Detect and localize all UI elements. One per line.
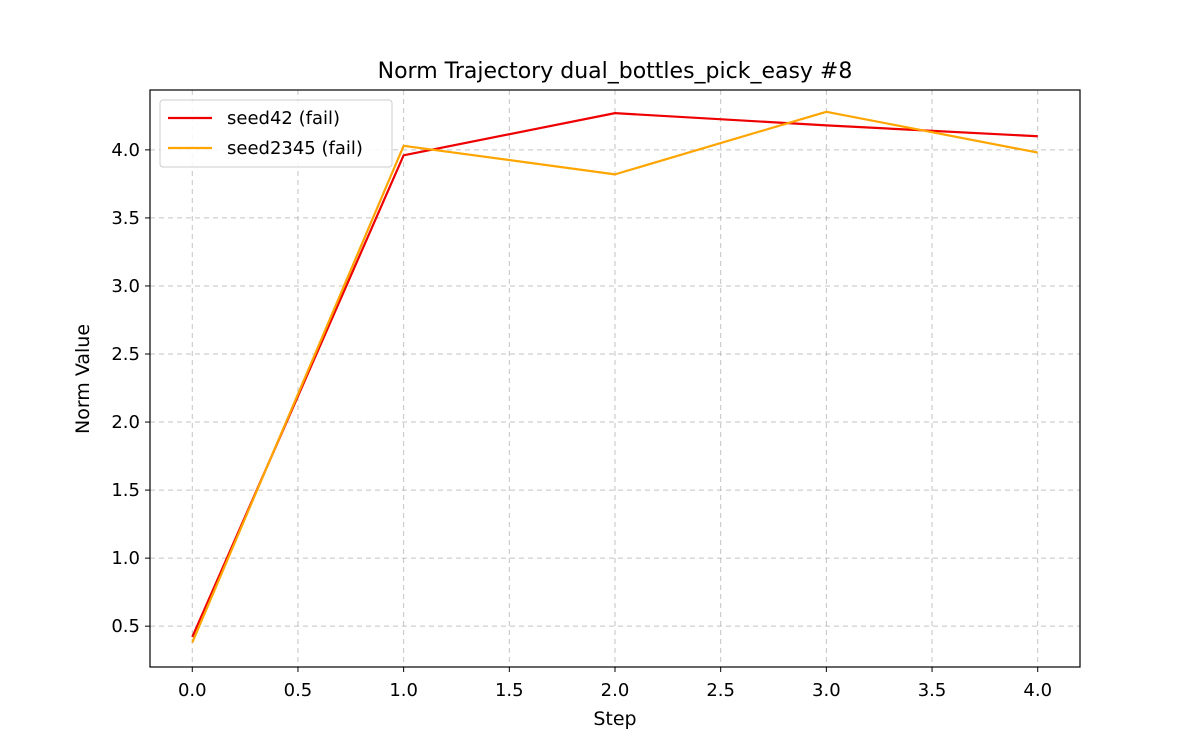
x-tick-label: 1.0	[389, 680, 418, 701]
x-tick-label: 1.5	[495, 680, 524, 701]
legend-box	[159, 99, 393, 168]
x-axis-label: Step	[593, 708, 636, 730]
series-line-2	[191, 110, 1038, 643]
y-tick-label: 2.5	[111, 344, 140, 365]
y-tick-label: 2.0	[111, 412, 140, 433]
x-tick-label: 2.0	[601, 680, 630, 701]
legend: seed42 (fail) seed2345 (fail)	[159, 99, 393, 168]
y-tick-label: 0.5	[111, 616, 140, 637]
chart-title: Norm Trajectory dual_bottles_pick_easy #…	[378, 59, 853, 84]
series-layer	[191, 110, 1038, 643]
y-tick-label: 3.0	[111, 276, 140, 297]
series-line-1	[191, 112, 1038, 638]
x-tick-label: 3.5	[918, 680, 947, 701]
y-tick-label: 4.0	[111, 140, 140, 161]
x-tick-label: 2.5	[706, 680, 735, 701]
y-axis: 0.5 1.0 1.5 2.0 2.5 3.0 3.5 4.0	[111, 140, 150, 637]
legend-label-2: seed2345 (fail)	[227, 138, 363, 159]
x-tick-label: 0.5	[284, 680, 313, 701]
y-tick-label: 3.5	[111, 208, 140, 229]
y-axis-label: Norm Value	[72, 324, 94, 434]
x-axis: 0.0 0.5 1.0 1.5 2.0 2.5 3.0 3.5 4.0	[178, 667, 1052, 701]
legend-label-1: seed42 (fail)	[227, 108, 340, 129]
x-tick-label: 3.0	[812, 680, 841, 701]
x-tick-label: 0.0	[178, 680, 207, 701]
y-tick-label: 1.0	[111, 548, 140, 569]
y-tick-label: 1.5	[111, 480, 140, 501]
x-tick-label: 4.0	[1023, 680, 1052, 701]
